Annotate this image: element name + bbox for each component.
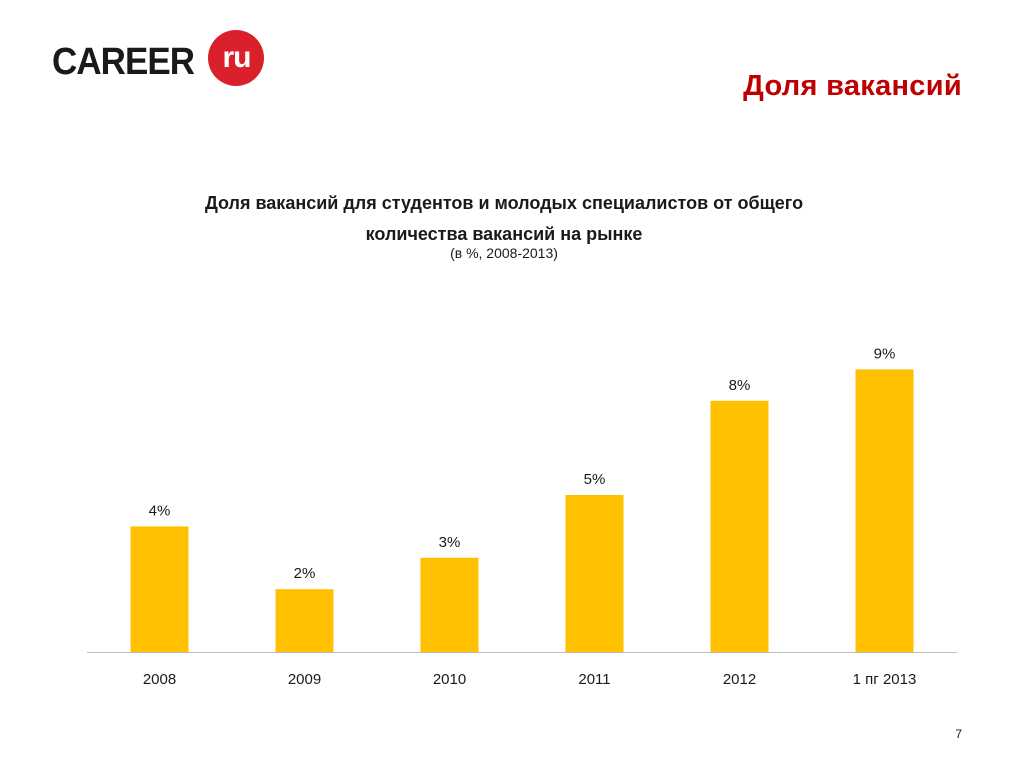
page-number: 7: [955, 727, 962, 741]
logo-badge: ru: [208, 30, 265, 86]
data-label: 2%: [294, 565, 316, 582]
data-label: 5%: [584, 471, 606, 488]
logo-wordmark: CAREER: [52, 41, 195, 83]
bar-2008: [130, 526, 189, 652]
x-tick-label: 2008: [143, 671, 176, 688]
bar-1-пг-2013: [855, 369, 914, 652]
bar-2010: [420, 557, 479, 652]
x-tick-label: 2012: [723, 671, 756, 688]
chart-title: Доля вакансий для студентов и молодых сп…: [120, 188, 888, 250]
chart-title-line-1: Доля вакансий для студентов и молодых сп…: [204, 193, 804, 213]
x-tick-label: 2009: [288, 671, 321, 688]
x-tick-label: 1 пг 2013: [853, 671, 917, 688]
bar-2011: [565, 495, 624, 652]
chart-subtitle: (в %, 2008-2013): [450, 245, 558, 261]
career-ru-logo[interactable]: CAREER ru: [52, 30, 265, 90]
slide-title: Доля вакансий: [743, 70, 962, 102]
data-label: 9%: [874, 345, 896, 362]
data-label: 8%: [729, 377, 751, 394]
bar-2012: [710, 400, 769, 652]
chart-title-line-2: количества вакансий на рынке: [365, 224, 643, 244]
data-label: 4%: [149, 502, 171, 519]
x-tick-label: 2011: [578, 671, 610, 688]
bar-2009: [275, 589, 334, 652]
data-label: 3%: [439, 534, 461, 551]
x-tick-label: 2010: [433, 671, 466, 688]
